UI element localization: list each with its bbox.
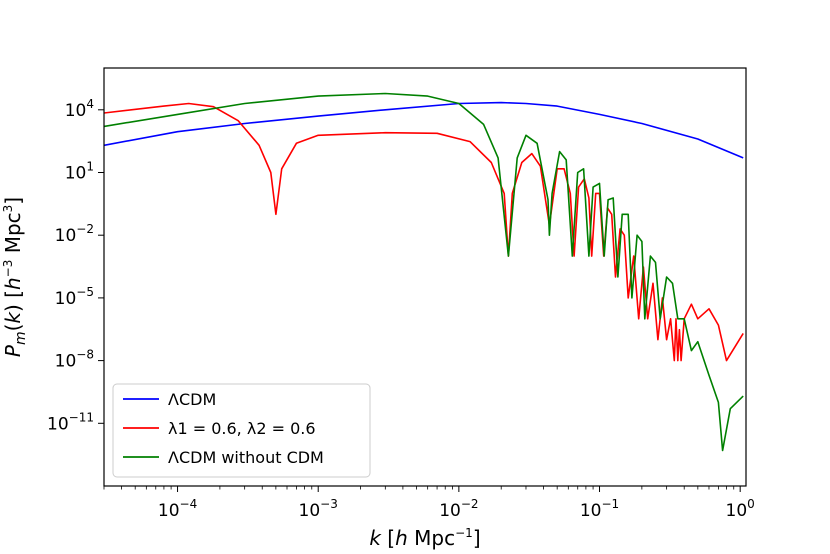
legend-box [112, 383, 371, 478]
series-line-2-cdm-without-cdm [104, 92, 744, 452]
legend: ΛCDM λ1 = 0.6, λ2 = 0.6 ΛCDM without CDM [112, 383, 371, 478]
y-tick-label: 101 [65, 160, 94, 184]
series-line-1-1-0-6-2-0-6 [104, 102, 744, 362]
y-tick-label: 10−11 [47, 410, 94, 434]
y-tick-label: 10−5 [55, 285, 94, 309]
x-tick-label: 10−1 [580, 497, 619, 521]
x-tick-label: 100 [726, 497, 755, 521]
plot-frame [103, 67, 747, 487]
x-tick-label: 10−4 [158, 497, 197, 521]
x-axis: 10−4 10−3 10−2 10−1 100 [103, 486, 755, 521]
legend-label-lcdm: ΛCDM [168, 390, 216, 409]
y-tick-label: 10−8 [55, 348, 94, 372]
x-tick-label: 10−3 [299, 497, 338, 521]
series-line-0-cdm [104, 101, 744, 159]
y-tick-label: 104 [65, 97, 94, 121]
x-tick-label: 10−2 [439, 497, 478, 521]
legend-label-no-cdm: ΛCDM without CDM [168, 448, 324, 467]
y-axis-label: Pm(k) [h−3 Mpc3] [1, 197, 29, 357]
series-layer [104, 92, 744, 452]
x-axis-label: k [h Mpc−1] [369, 526, 480, 550]
y-axis: 10−11 10−8 10−5 10−2 101 104 [47, 97, 104, 434]
y-tick-label: 10−2 [55, 222, 94, 246]
legend-label-lambda: λ1 = 0.6, λ2 = 0.6 [168, 419, 316, 438]
